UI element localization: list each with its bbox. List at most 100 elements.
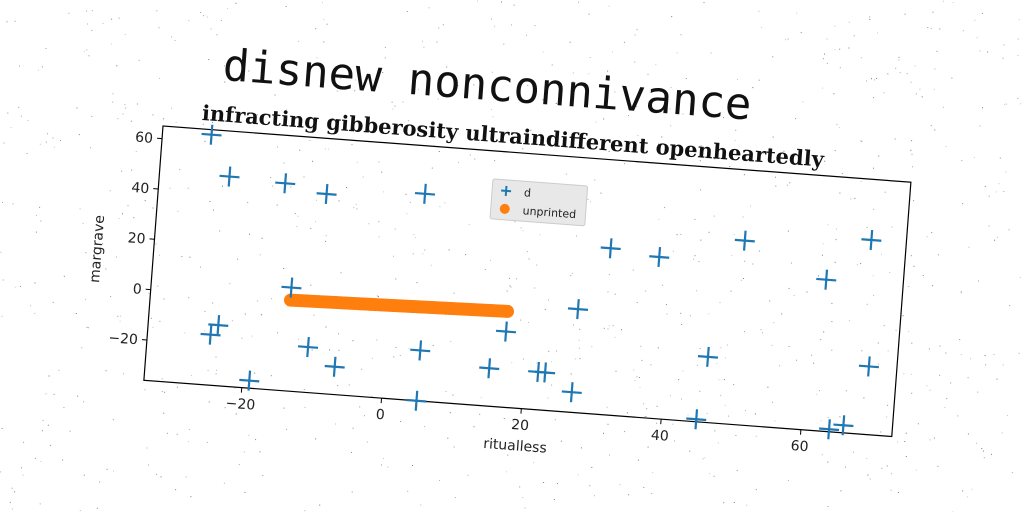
noise-dot xyxy=(323,41,325,43)
y-tick-label: 40 xyxy=(131,180,150,197)
noise-dot xyxy=(116,65,118,67)
d-point-vbar xyxy=(209,124,214,145)
noise-dot xyxy=(760,329,762,331)
noise-dot xyxy=(259,254,261,256)
noise-dot xyxy=(839,416,841,418)
noise-dot xyxy=(699,348,701,349)
noise-dot xyxy=(52,137,54,139)
noise-dot xyxy=(119,320,121,322)
noise-dot xyxy=(310,228,312,230)
noise-dot xyxy=(1018,19,1020,21)
noise-dot xyxy=(127,205,129,207)
noise-dot xyxy=(771,344,773,346)
noise-dot xyxy=(304,510,306,512)
noise-dot xyxy=(827,417,829,419)
noise-dot xyxy=(772,401,774,403)
d-point xyxy=(495,321,517,342)
noise-dot xyxy=(835,239,837,241)
noise-dot xyxy=(555,350,557,352)
noise-dot xyxy=(624,431,626,433)
d-point xyxy=(275,173,296,194)
noise-dot xyxy=(628,494,630,496)
noise-dot xyxy=(650,364,652,366)
noise-dot xyxy=(937,465,939,467)
noise-dot xyxy=(795,118,797,120)
noise-dot xyxy=(826,38,828,40)
noise-dot xyxy=(376,339,378,341)
noise-dot xyxy=(366,441,368,443)
noise-dot xyxy=(294,213,296,215)
noise-dot xyxy=(572,72,574,74)
noise-dot xyxy=(595,121,597,123)
noise-dot xyxy=(53,146,55,148)
noise-dot xyxy=(708,473,710,475)
d-point-vbar xyxy=(694,409,699,430)
noise-dot xyxy=(148,464,149,466)
d-point-vbar xyxy=(289,277,294,298)
d-point-vbar xyxy=(827,419,831,440)
noise-dot xyxy=(35,214,37,216)
noise-dot xyxy=(513,4,515,6)
noise-dot xyxy=(906,73,908,75)
noise-dot xyxy=(81,347,83,349)
noise-dot xyxy=(208,59,210,61)
noise-dot xyxy=(200,12,202,13)
noise-dot xyxy=(325,235,327,237)
noise-dot xyxy=(391,101,393,103)
noise-dot xyxy=(834,150,836,152)
noise-dot xyxy=(588,73,590,75)
noise-dot xyxy=(717,145,719,147)
noise-dot xyxy=(270,177,272,178)
noise-dot xyxy=(824,160,826,162)
noise-dot xyxy=(908,286,910,288)
noise-dot xyxy=(285,6,287,7)
noise-dot xyxy=(224,407,226,409)
noise-dot xyxy=(607,328,609,330)
noise-dot xyxy=(945,146,947,147)
noise-dot xyxy=(338,333,339,335)
noise-dot xyxy=(945,352,947,354)
noise-dot xyxy=(503,418,505,419)
noise-dot xyxy=(591,466,593,468)
noise-dot xyxy=(394,105,396,107)
noise-dot xyxy=(352,340,354,342)
noise-dot xyxy=(826,62,828,64)
d-point xyxy=(479,358,500,379)
noise-dot xyxy=(509,285,511,287)
noise-dot xyxy=(570,275,572,277)
noise-dot xyxy=(984,185,986,187)
noise-dot xyxy=(769,300,771,302)
noise-dot xyxy=(76,107,78,109)
noise-dot xyxy=(666,304,667,306)
noise-dot xyxy=(653,432,655,434)
noise-dot xyxy=(853,35,855,37)
noise-dot xyxy=(574,358,576,360)
noise-dot xyxy=(874,79,875,81)
noise-dot xyxy=(376,295,378,297)
noise-dot xyxy=(262,474,264,476)
noise-dot xyxy=(88,55,90,57)
noise-dot xyxy=(822,58,824,60)
noise-dot xyxy=(83,401,85,403)
d-point xyxy=(816,269,837,290)
noise-dot xyxy=(933,88,935,90)
noise-dot xyxy=(428,7,430,9)
noise-dot xyxy=(155,243,157,245)
noise-dot xyxy=(884,191,886,193)
noise-dot xyxy=(728,415,729,417)
legend-label-d: d xyxy=(524,186,532,199)
noise-dot xyxy=(516,278,518,280)
noise-dot xyxy=(547,397,549,399)
noise-dot xyxy=(911,392,913,394)
noise-dot xyxy=(758,79,760,81)
noise-dot xyxy=(336,90,338,92)
noise-dot xyxy=(886,465,888,467)
noise-dot xyxy=(866,458,868,459)
noise-dot xyxy=(522,148,524,150)
noise-dot xyxy=(656,422,658,424)
d-point-vbar xyxy=(324,183,329,205)
noise-dot xyxy=(14,286,16,288)
d-point xyxy=(297,336,319,358)
noise-dot xyxy=(718,379,720,381)
noise-dot xyxy=(551,384,553,386)
